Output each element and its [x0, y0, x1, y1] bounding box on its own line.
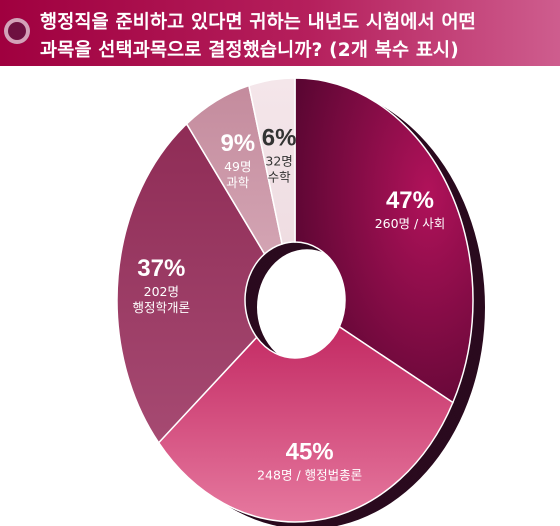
slice-math [248, 77, 296, 245]
header-band [0, 0, 560, 66]
question-title-line-1: 행정직을 준비하고 있다면 귀하는 내년도 시험에서 어떤 [40, 12, 476, 33]
detail-label: 260명 / 사회 [375, 216, 446, 231]
bullet-icon [4, 18, 30, 44]
detail-label: 32명 [265, 153, 292, 168]
slice-label-administrative-law: 45% 248명 / 행정법총론 [257, 438, 362, 482]
percent-label: 6% [262, 124, 297, 151]
detail-label: 과학 [226, 175, 250, 190]
slice-administrative-law [157, 325, 454, 523]
detail-label: 49명 [224, 159, 251, 174]
percent-label: 37% [137, 255, 185, 282]
slice-label-society: 47% 260명 / 사회 [375, 187, 446, 231]
detail-label: 248명 / 행정법총론 [257, 467, 362, 482]
slice-society [294, 77, 474, 404]
percent-label: 9% [220, 130, 255, 157]
header: 행정직을 준비하고 있다면 귀하는 내년도 시험에서 어떤 과목을 선택과목으로… [0, 0, 560, 66]
detail-label: 202명 [144, 284, 179, 299]
percent-label: 47% [386, 187, 434, 214]
slice-public-administration [116, 122, 266, 444]
percent-label: 45% [286, 438, 334, 465]
question-title-line-2: 과목을 선택과목으로 결정했습니까? (2개 복수 표시) [40, 40, 459, 61]
detail-label: 수학 [268, 169, 292, 184]
detail-label: 행정학개론 [133, 300, 191, 315]
slices [116, 77, 474, 523]
